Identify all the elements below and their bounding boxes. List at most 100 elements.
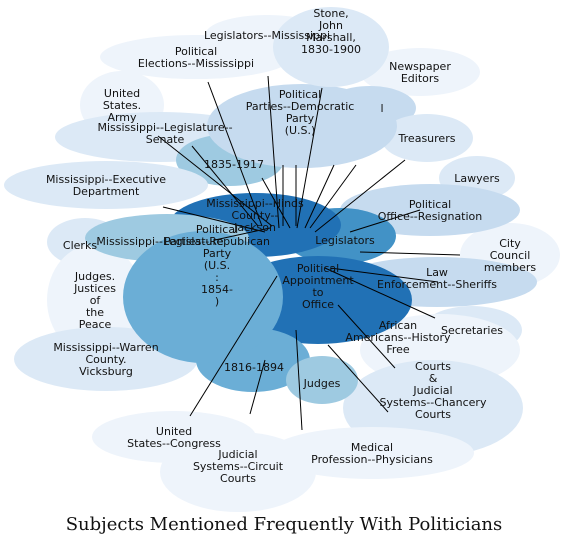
label-newspaper-editors: Newspaper Editors <box>389 60 451 85</box>
label-treasurers: Treasurers <box>398 132 456 145</box>
label-mississippi-legislature: Mississippi--Legislature <box>96 235 223 248</box>
label-line: to <box>312 286 323 299</box>
link-line <box>337 304 396 369</box>
label-line: United <box>156 425 192 438</box>
link-line <box>261 177 291 229</box>
label-line: States--Congress <box>127 437 221 450</box>
label-line: Law <box>426 266 448 279</box>
label-line: County. <box>85 353 126 366</box>
label-line: Party <box>286 112 315 125</box>
label-line: the <box>86 306 104 319</box>
label-line: (U.S. <box>204 259 230 272</box>
label-judges: Judges <box>303 377 341 390</box>
label-line: Legislators <box>315 234 375 247</box>
label-line: Americans--History <box>345 331 451 344</box>
label-line: Stone, <box>313 7 348 20</box>
bubble-newspaper-editors <box>360 48 480 96</box>
bubble-medical-physicians <box>270 427 474 479</box>
label-legislators: Legislators <box>315 234 375 247</box>
label-line: States. <box>103 99 141 112</box>
link-line <box>249 359 266 415</box>
label-line: Judges. <box>74 270 115 283</box>
label-political-parties-republican: Political Parties--Republican Party (U.S.:1… <box>164 223 270 308</box>
label-line: Jackson <box>233 221 276 234</box>
label-line: & <box>429 372 438 385</box>
label-clerks: Clerks <box>63 239 97 252</box>
label-line: Judicial <box>217 448 257 461</box>
link-line <box>207 81 263 227</box>
label-united-states-army: United States. Army <box>103 87 141 124</box>
label-line: members <box>484 261 536 274</box>
label-legislature-senate: Mississippi--Legislature--Senate <box>97 121 232 146</box>
label-line: Mississippi--Legislature-- <box>97 121 232 134</box>
label-line: Free <box>386 343 410 356</box>
label-united-states-congress: United States--Congress <box>127 425 221 450</box>
label-line: 1816-1894 <box>224 361 284 374</box>
label-line: Political <box>409 198 451 211</box>
label-secretaries: Secretaries <box>441 324 503 337</box>
bubble-executive-department <box>4 161 208 209</box>
label-judges-justices: Judges. Justices of the Peace <box>73 270 116 331</box>
label-line: Courts <box>220 472 256 485</box>
link-line <box>214 227 271 241</box>
label-line: African <box>379 319 417 332</box>
label-city-council-members: City Council members <box>484 237 536 274</box>
link-line <box>327 344 389 413</box>
label-line: United <box>104 87 140 100</box>
label-line: Council <box>490 249 531 262</box>
label-political-parties-democratic: Political Parties--Democratic Party (U.S.) <box>246 88 355 137</box>
label-african-americans: African Americans--History Free <box>345 319 451 356</box>
label-line: Party <box>203 247 232 260</box>
label-stone-marshall: Stone, John Marshall, 1830-1900 <box>301 7 361 56</box>
label-legislators-mississippi: Legislators--Mississippi <box>204 29 330 42</box>
label-hidden-l: l <box>380 102 383 115</box>
bubble-treasurers <box>381 114 473 162</box>
label-dates-1816: 1816-1894 <box>224 361 284 374</box>
label-line: Clerks <box>63 239 97 252</box>
label-line: Mississippi--Legislature <box>96 235 223 248</box>
label-judicial-circuit-courts: Judicial Systems--Circuit Courts <box>193 448 284 485</box>
label-line: Judicial <box>412 384 452 397</box>
link-line <box>309 164 357 229</box>
label-line: Newspaper <box>389 60 451 73</box>
label-line: Political <box>297 262 339 275</box>
label-line: Political <box>279 88 321 101</box>
label-line: Medical <box>351 441 393 454</box>
label-line: Marshall, <box>306 31 356 44</box>
label-line: Courts <box>415 408 451 421</box>
label-political-office-resignation: Political Office--Resignation <box>378 198 483 223</box>
label-line: Appointment <box>282 274 354 287</box>
label-line: Enforcement--Sheriffs <box>377 278 497 291</box>
label-line: Mississippi--Warren <box>53 341 158 354</box>
label-line: Peace <box>79 318 112 331</box>
link-line <box>349 209 421 233</box>
link-line <box>296 87 323 229</box>
link-line <box>324 267 436 319</box>
label-line: Vicksburg <box>79 365 133 378</box>
label-line: County-- <box>232 209 279 222</box>
label-dates-1835: 1835-1917 <box>204 158 264 171</box>
label-executive-department: Mississippi--Executive Department <box>46 173 166 198</box>
link-line <box>295 329 303 431</box>
label-line: Legislators--Mississippi <box>204 29 330 42</box>
link-line <box>329 267 439 283</box>
label-line: Secretaries <box>441 324 503 337</box>
label-line: Justices <box>73 282 116 295</box>
link-line <box>304 164 335 229</box>
label-line: Political <box>175 45 217 58</box>
label-line: Department <box>73 185 140 198</box>
label-line: Mississippi--Executive <box>46 173 166 186</box>
label-line: ) <box>215 295 219 308</box>
label-line: Mississippi--Hinds <box>206 197 304 210</box>
label-line: Army <box>107 111 137 124</box>
link-line <box>191 145 259 227</box>
label-lawyers: Lawyers <box>454 172 500 185</box>
label-line: Editors <box>401 72 440 85</box>
link-line <box>314 159 406 233</box>
label-line: of <box>90 294 102 307</box>
link-line <box>157 135 273 227</box>
bubble-judges <box>286 356 358 404</box>
label-line: Parties--Democratic <box>246 100 355 113</box>
label-line: Political <box>196 223 238 236</box>
label-political-elections: Political Elections--Mississippi <box>138 45 254 70</box>
